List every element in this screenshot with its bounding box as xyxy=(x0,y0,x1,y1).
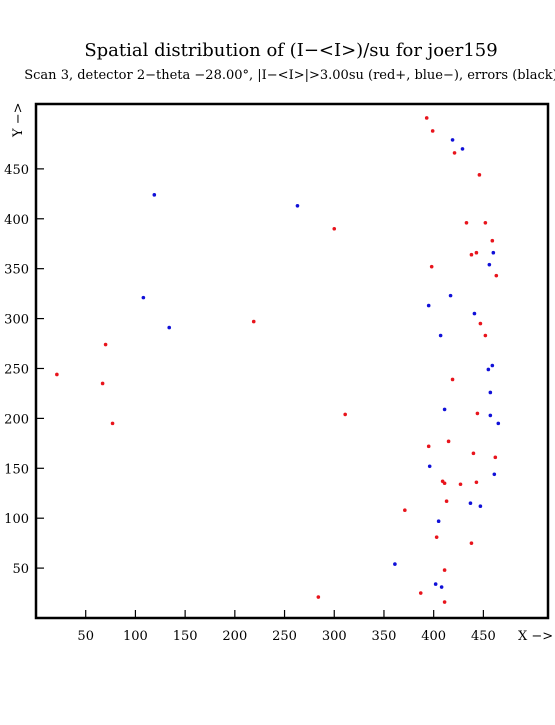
positive-deviation-point xyxy=(434,535,439,539)
x-tick-label: 300 xyxy=(322,629,347,644)
y-tick-label: 450 xyxy=(4,163,29,178)
positive-deviation-point xyxy=(483,220,488,225)
chart-title: Spatial distribution of (I−<I>)/su for j… xyxy=(84,40,497,61)
axis-ticks: 50 100 150 200 250 300 350 400 450 50 100 150 200 250… xyxy=(4,163,496,644)
positive-deviation-point xyxy=(458,482,463,487)
negative-deviation-point xyxy=(488,413,493,418)
positive-deviation-point xyxy=(442,568,447,572)
x-tick-label: 50 xyxy=(77,629,94,644)
positive-deviation-point xyxy=(469,541,474,545)
positive-deviation-point xyxy=(475,411,480,416)
negative-deviation-point xyxy=(438,333,443,338)
negative-deviation-point xyxy=(433,582,438,586)
positive-deviation-point xyxy=(343,412,347,417)
x-tick-label: 350 xyxy=(372,629,397,644)
positive-deviation-point xyxy=(429,264,434,269)
negative-deviation-point xyxy=(439,585,444,589)
negative-deviation-point xyxy=(488,390,493,395)
positive-deviation-point xyxy=(251,319,256,324)
positive-deviation-point xyxy=(474,250,479,255)
x-tick-label: 450 xyxy=(471,629,496,644)
negative-deviation-point xyxy=(295,204,300,208)
negative-deviation-point xyxy=(427,464,432,469)
positive-deviation-point xyxy=(474,480,479,485)
plot-frame xyxy=(34,102,550,620)
negative-deviation-point xyxy=(442,407,447,412)
negative-deviation-point xyxy=(450,138,455,142)
positive-deviation-point xyxy=(426,444,431,449)
negative-deviation-point xyxy=(472,311,477,316)
y-tick-label: 200 xyxy=(4,412,29,427)
negative-deviation-point xyxy=(496,421,501,426)
x-tick-label: 150 xyxy=(173,629,198,644)
x-tick-label: 200 xyxy=(222,629,247,644)
y-tick-label: 350 xyxy=(4,263,29,278)
positive-deviation-point xyxy=(469,252,474,257)
x-tick-label: 100 xyxy=(123,629,148,644)
x-axis-label: X −> xyxy=(518,629,553,644)
y-tick-label: 150 xyxy=(4,462,29,477)
positive-deviation-point xyxy=(471,451,476,456)
positive-deviation-point xyxy=(418,591,423,595)
positive-deviation-point xyxy=(424,116,429,120)
positive-deviation-point xyxy=(494,273,499,278)
positive-deviation-point xyxy=(316,595,321,599)
positive-deviation-point xyxy=(444,499,449,504)
negative-deviation-point xyxy=(486,367,491,372)
positive-deviation-point xyxy=(403,508,407,513)
negative-deviation-point xyxy=(468,501,473,506)
negative-deviation-point xyxy=(141,295,146,300)
negative-deviation-point xyxy=(487,262,492,267)
y-tick-label: 300 xyxy=(4,313,29,328)
positive-deviation-point xyxy=(464,220,469,225)
negative-deviation-point xyxy=(490,363,495,368)
positive-deviation-point xyxy=(110,421,115,426)
y-axis-label: Y −> xyxy=(11,103,26,139)
negative-deviation-point xyxy=(393,562,397,566)
x-tick-label: 400 xyxy=(421,629,446,644)
positive-deviation-point xyxy=(332,226,337,231)
y-tick-label: 100 xyxy=(4,512,29,527)
x-tick-label: 250 xyxy=(272,629,297,644)
positive-deviation-point xyxy=(483,333,488,338)
positive-deviation-point xyxy=(493,455,498,460)
positive-deviation-point xyxy=(430,129,435,133)
y-tick-label: 400 xyxy=(4,213,29,228)
positive-deviation-point xyxy=(446,439,451,444)
chart-subtitle: Scan 3, detector 2−theta −28.00°, |I−<I>… xyxy=(24,68,555,83)
positive-deviation-point xyxy=(490,238,495,243)
positive-deviation-point xyxy=(55,372,59,377)
positive-deviation-point xyxy=(452,151,457,155)
negative-deviation-point xyxy=(152,193,157,197)
positive-deviation-point xyxy=(477,173,482,177)
data-points xyxy=(55,116,501,604)
positive-deviation-point xyxy=(442,481,447,486)
negative-deviation-point xyxy=(460,147,465,151)
positive-deviation-point xyxy=(103,342,108,347)
positive-deviation-point xyxy=(450,377,455,382)
y-tick-label: 50 xyxy=(12,562,29,577)
negative-deviation-point xyxy=(436,519,441,523)
positive-deviation-point xyxy=(100,381,105,386)
negative-deviation-point xyxy=(491,250,496,255)
negative-deviation-point xyxy=(448,293,453,298)
negative-deviation-point xyxy=(492,472,497,477)
positive-deviation-point xyxy=(478,321,483,326)
negative-deviation-point xyxy=(426,303,431,308)
negative-deviation-point xyxy=(478,504,483,509)
positive-deviation-point xyxy=(442,600,447,604)
negative-deviation-point xyxy=(167,325,172,330)
y-tick-label: 250 xyxy=(4,362,29,377)
